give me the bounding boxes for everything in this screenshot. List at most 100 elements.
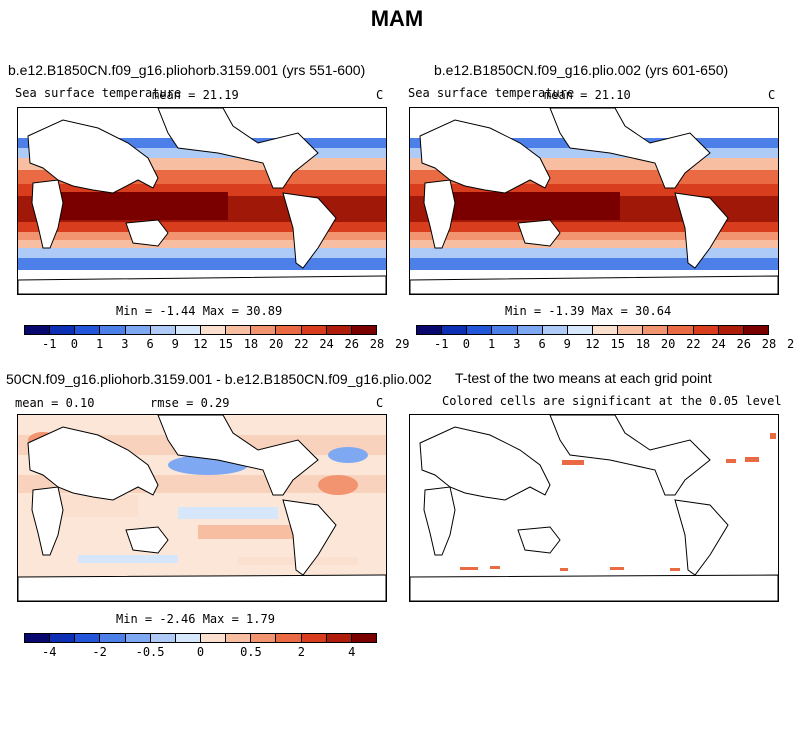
colorbar-tick-label: 1	[488, 337, 496, 351]
colorbar-tick-label: 18	[243, 337, 259, 351]
sst-map-2	[410, 108, 778, 294]
colorbar-swatch	[50, 634, 76, 642]
land-masks	[18, 108, 386, 294]
colorbar-swatch	[618, 326, 644, 334]
figure-title: MAM	[370, 6, 424, 31]
colorbar-tick-label: 24	[319, 337, 334, 351]
colorbar-tick-label: 22	[294, 337, 309, 351]
colorbar-tick-label: 26	[344, 337, 360, 351]
panel4-title: T-test of the two means at each grid poi…	[455, 370, 712, 386]
colorbar-swatch	[100, 634, 126, 642]
colorbar-swatch	[567, 326, 593, 334]
colorbar-swatch	[125, 326, 151, 334]
panel4-map	[409, 414, 779, 602]
panel3-units: C	[376, 396, 384, 410]
colorbar-swatch	[517, 326, 543, 334]
colorbar-tick-label: 24	[711, 337, 726, 351]
panel2-title: b.e12.B1850CN.f09_g16.plio.002 (yrs 601-…	[434, 62, 729, 78]
colorbar-swatch	[693, 326, 719, 334]
colorbar-swatches	[416, 325, 769, 335]
colorbar-swatch	[200, 634, 227, 642]
colorbar-tick-label: -4	[41, 645, 57, 659]
panel3-colorbar: -4 -2 -0.5 0 0.5 2 4	[24, 633, 377, 659]
ttest-map	[410, 415, 778, 601]
panel1-mean: mean = 21.19	[152, 88, 239, 102]
colorbar-swatch	[643, 326, 669, 334]
panel1-title: b.e12.B1850CN.f09_g16.pliohorb.3159.001 …	[8, 62, 366, 78]
panel2-units: C	[768, 88, 776, 102]
colorbar-tick-label: 4	[348, 645, 356, 659]
colorbar-swatch	[150, 326, 176, 334]
land-masks	[18, 415, 386, 601]
colorbar-swatch	[50, 326, 76, 334]
colorbar-tick-label: -0.5	[135, 645, 165, 659]
colorbar-tick-label: 20	[268, 337, 284, 351]
colorbar-swatch	[326, 326, 352, 334]
colorbar-swatch	[467, 326, 493, 334]
colorbar-swatch	[75, 634, 101, 642]
colorbar-swatch	[326, 634, 352, 642]
colorbar-swatch	[351, 326, 376, 334]
colorbar-swatch	[175, 634, 201, 642]
colorbar-tick-label: 6	[146, 337, 154, 351]
colorbar-swatch	[175, 326, 201, 334]
panel1-map	[17, 107, 387, 295]
panel2-colorbar: -1 0 1 3 6 9 12 15 18 20 22 24 26 28 29	[416, 325, 794, 351]
colorbar-tick-label: 6	[538, 337, 546, 351]
colorbar-swatch	[301, 634, 327, 642]
colorbar-swatch	[743, 326, 768, 334]
panel1-variable: Sea surface temperature	[15, 86, 182, 100]
colorbar-swatch	[251, 634, 277, 642]
colorbar-swatch	[668, 326, 694, 334]
panel2-minmax: Min = -1.39 Max = 30.64	[505, 304, 672, 318]
panel2-map	[409, 107, 779, 295]
panel4-subtitle: Colored cells are significant at the 0.0…	[442, 394, 782, 408]
colorbar-swatch	[125, 634, 151, 642]
colorbar-tick-label: 3	[513, 337, 521, 351]
panel2-variable: Sea surface temperature	[408, 86, 575, 100]
colorbar-swatch	[442, 326, 468, 334]
colorbar-tick-label: 0	[462, 337, 471, 351]
diff-map	[18, 415, 386, 601]
colorbar-tick-label: 28	[761, 337, 777, 351]
panel3-map	[17, 414, 387, 602]
panel3-rmse: rmse = 0.29	[150, 396, 230, 410]
colorbar-swatch	[718, 326, 744, 334]
colorbar-tick-label: 15	[218, 337, 233, 351]
colorbar-swatch	[100, 326, 126, 334]
land-masks	[410, 108, 778, 294]
colorbar-tick-label: 9	[563, 337, 571, 351]
colorbar-tick-label: 0.5	[240, 645, 262, 659]
colorbar-swatch	[251, 326, 277, 334]
colorbar-tick-label: 28	[369, 337, 385, 351]
colorbar-ticks: -4 -2 -0.5 0 0.5 2 4	[24, 643, 377, 659]
colorbar-tick-label: 0	[196, 645, 205, 659]
colorbar-tick-label: 9	[171, 337, 179, 351]
colorbar-tick-label: 20	[660, 337, 676, 351]
colorbar-tick-label: 0	[70, 337, 79, 351]
colorbar-swatch	[25, 634, 51, 642]
colorbar-swatch	[75, 326, 101, 334]
colorbar-swatch	[150, 634, 176, 642]
colorbar-tick-label: 12	[193, 337, 208, 351]
colorbar-swatch	[592, 326, 619, 334]
colorbar-swatches	[24, 325, 377, 335]
colorbar-tick-label: 29	[394, 337, 410, 351]
colorbar-swatch	[301, 326, 327, 334]
colorbar-swatch	[417, 326, 443, 334]
colorbar-tick-label: 1	[96, 337, 104, 351]
colorbar-tick-label: 22	[686, 337, 701, 351]
colorbar-tick-label: -2	[92, 645, 107, 659]
colorbar-tick-label: 2	[297, 645, 305, 659]
colorbar-tick-label: 12	[585, 337, 600, 351]
colorbar-swatch	[492, 326, 518, 334]
colorbar-swatch	[226, 634, 252, 642]
colorbar-swatch	[226, 326, 252, 334]
land-masks	[410, 415, 778, 601]
colorbar-ticks: -1 0 1 3 6 9 12 15 18 20 22 24 26 28 29	[416, 335, 794, 351]
colorbar-swatch	[276, 634, 302, 642]
panel1-minmax: Min = -1.44 Max = 30.89	[116, 304, 283, 318]
colorbar-swatch	[25, 326, 51, 334]
colorbar-swatch	[351, 634, 376, 642]
panel1-units: C	[376, 88, 384, 102]
